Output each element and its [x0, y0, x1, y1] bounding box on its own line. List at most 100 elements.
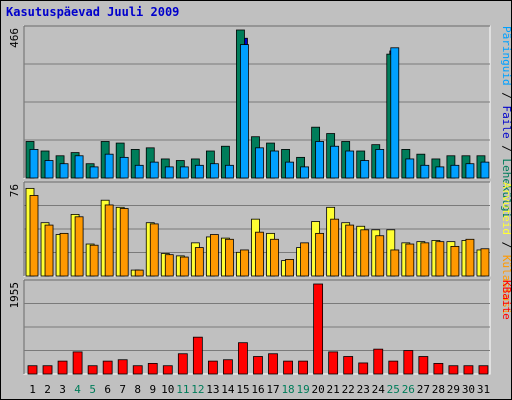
- day-label: 9: [149, 383, 156, 396]
- day-label: 11: [176, 383, 189, 396]
- files-bar: [300, 166, 309, 179]
- day-label: 16: [251, 383, 264, 396]
- y-max-label: 76: [8, 184, 21, 197]
- files-bar: [315, 141, 325, 179]
- legend-entry: Lehekülgi: [500, 158, 512, 218]
- files-bar: [240, 44, 249, 179]
- visitors-bar: [164, 254, 174, 277]
- legend-entry: Külastusi: [500, 255, 512, 315]
- files-bar: [149, 161, 159, 179]
- files-bar: [405, 158, 415, 179]
- files-bar: [390, 47, 400, 179]
- kbytes-bar: [87, 365, 98, 375]
- day-label: 24: [372, 383, 386, 396]
- visitors-bar: [255, 231, 264, 277]
- files-bar: [209, 163, 219, 179]
- day-label: 4: [74, 383, 81, 396]
- day-label: 8: [134, 383, 141, 396]
- kbytes-bar: [268, 353, 278, 375]
- files-bar: [119, 156, 129, 179]
- kbytes-bar: [102, 360, 113, 375]
- kbytes-bar: [72, 351, 83, 375]
- visitors-bar: [300, 242, 309, 277]
- day-label: 1: [29, 383, 36, 396]
- right-legend: Arvuteid / Külastusi: [500, 182, 512, 314]
- visitors-bar: [29, 195, 39, 277]
- visitors-bar: [119, 208, 129, 277]
- files-bar: [345, 150, 355, 179]
- visitors-bar: [435, 241, 445, 277]
- kbytes-bar: [117, 359, 128, 375]
- day-label: 23: [357, 383, 370, 396]
- day-label: 28: [432, 383, 445, 396]
- day-label: 18: [281, 383, 294, 396]
- day-label: 15: [236, 383, 249, 396]
- kbytes-bar: [358, 362, 369, 375]
- kbytes-bar: [57, 360, 68, 375]
- visitors-bar: [375, 235, 385, 277]
- kbytes-bar: [223, 359, 233, 375]
- kbytes-bar: [42, 365, 53, 375]
- files-bar: [450, 164, 460, 179]
- kbytes-bar: [238, 342, 248, 375]
- visitors-bar: [209, 234, 219, 277]
- visitors-bar: [360, 229, 370, 277]
- visitors-bar: [345, 224, 355, 277]
- kbytes-bar: [27, 365, 38, 375]
- kbytes-bar: [253, 356, 263, 375]
- files-bar: [59, 163, 69, 179]
- files-bar: [29, 149, 39, 179]
- visitors-bar: [405, 243, 415, 277]
- kbytes-bar: [283, 360, 293, 375]
- legend-entry: Päringuid: [500, 26, 512, 86]
- visitors-bar: [420, 242, 430, 277]
- kbytes-bar: [373, 348, 384, 375]
- files-bar: [330, 145, 340, 179]
- kbytes-bar: [328, 351, 339, 375]
- files-bar: [285, 161, 294, 179]
- day-label: 29: [447, 383, 460, 396]
- visitors-bar: [134, 269, 144, 277]
- visitors-bar: [89, 244, 99, 277]
- files-bar: [375, 149, 385, 179]
- legend-separator: /: [500, 86, 512, 106]
- visitors-bar: [270, 238, 279, 277]
- files-bar: [420, 164, 430, 179]
- visitors-bar: [194, 247, 204, 277]
- visitors-bar: [240, 249, 249, 277]
- day-label: 30: [462, 383, 475, 396]
- visitors-bar: [149, 223, 159, 277]
- day-label: 6: [104, 383, 111, 396]
- day-label: 14: [221, 383, 235, 396]
- chart-title: Kasutuspäevad Juuli 2009: [6, 5, 180, 19]
- files-bar: [270, 150, 279, 179]
- right-legend: Päringuid / Faile / Lehekülgi: [500, 26, 512, 218]
- right-legend: KBaite: [500, 280, 512, 320]
- kbytes-bar: [313, 283, 324, 375]
- kbytes-bar: [298, 360, 308, 375]
- day-label: 17: [266, 383, 279, 396]
- day-label: 25: [387, 383, 400, 396]
- day-label: 12: [191, 383, 204, 396]
- day-label: 22: [342, 383, 355, 396]
- kbytes-bar: [403, 350, 414, 375]
- kbytes-bar: [177, 353, 188, 375]
- day-label: 26: [402, 383, 415, 396]
- kbytes-bar: [147, 363, 158, 375]
- kbytes-bar: [388, 360, 399, 375]
- visitors-bar: [74, 216, 84, 277]
- files-bar: [44, 160, 54, 179]
- files-bar: [435, 166, 445, 179]
- visitors-bar: [450, 245, 460, 277]
- kbytes-bar: [192, 336, 203, 375]
- files-bar: [360, 160, 370, 179]
- day-label: 10: [161, 383, 174, 396]
- day-label: 19: [296, 383, 309, 396]
- kbytes-bar: [433, 363, 444, 375]
- legend-entry: Faile: [500, 105, 512, 138]
- visitors-bar: [179, 256, 189, 277]
- visitors-bar: [104, 204, 114, 277]
- kbytes-bar: [463, 365, 474, 375]
- visitors-bar: [225, 238, 234, 277]
